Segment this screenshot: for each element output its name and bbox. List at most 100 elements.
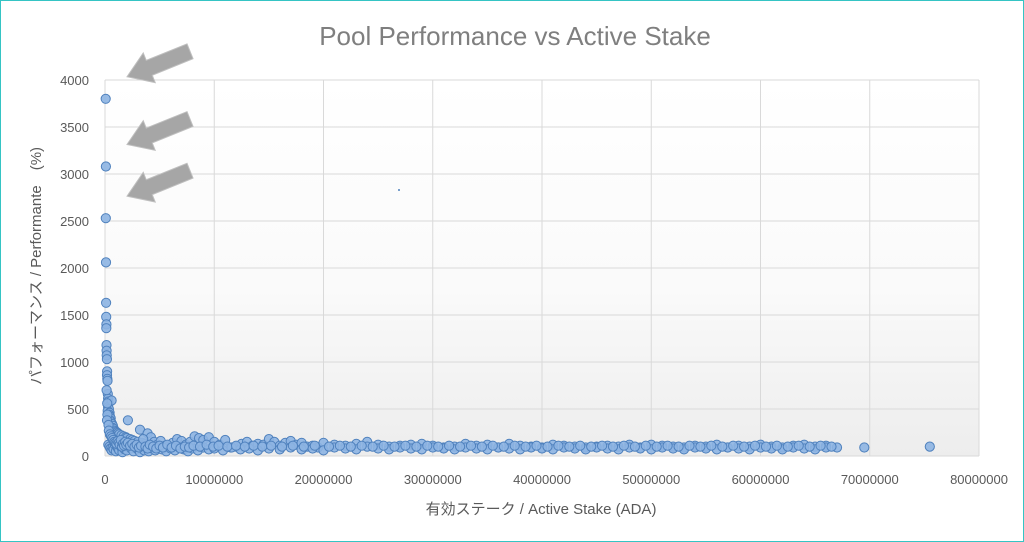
data-point [378, 440, 389, 451]
data-point [102, 398, 113, 409]
data-point [618, 440, 630, 451]
data-point [309, 440, 320, 451]
data-point [859, 442, 870, 453]
arrow-shape [126, 110, 194, 152]
data-point [662, 440, 673, 451]
data-point [433, 441, 444, 452]
data-point [575, 440, 586, 451]
data-point [717, 441, 728, 452]
data-point [222, 441, 233, 452]
data-point [102, 375, 113, 386]
data-point [334, 440, 345, 451]
data-point [564, 441, 575, 452]
data-point [444, 440, 455, 451]
data-point [411, 441, 422, 452]
data-point [400, 440, 411, 451]
data-point [804, 441, 815, 452]
data-point [257, 441, 268, 452]
y-tick-label: 3000 [60, 167, 89, 182]
x-tick-label: 0 [101, 472, 108, 487]
data-point [924, 441, 935, 452]
y-tick-label: 2000 [60, 261, 89, 276]
data-point [101, 385, 112, 396]
y-tick-label: 0 [82, 449, 89, 464]
data-point [100, 257, 112, 268]
y-tick-label: 1000 [60, 355, 89, 370]
data-point [684, 440, 695, 451]
data-point [695, 441, 706, 452]
arrow-shape [126, 43, 194, 84]
data-point [607, 441, 619, 452]
data-point [101, 297, 112, 308]
data-point [422, 440, 433, 451]
data-point [553, 440, 564, 451]
x-tick-label: 80000000 [950, 472, 1008, 487]
data-point [640, 440, 651, 451]
x-tick-label: 30000000 [404, 472, 462, 487]
data-point [476, 441, 487, 452]
data-point [793, 440, 804, 451]
x-axis-title: 有効ステーク / Active Stake (ADA) [426, 501, 657, 518]
y-tick-label: 3500 [60, 120, 89, 135]
data-point [651, 441, 662, 452]
data-point [276, 441, 288, 452]
y-tick-label: 1500 [60, 308, 89, 323]
data-point [287, 440, 298, 451]
annotation-arrow [126, 110, 194, 152]
x-tick-label: 70000000 [841, 472, 899, 487]
data-point [597, 440, 608, 451]
data-point [629, 441, 641, 452]
x-tick-label: 60000000 [732, 472, 790, 487]
data-point [100, 93, 111, 104]
data-point [367, 441, 378, 452]
data-point [760, 441, 772, 452]
y-tick-label: 4000 [60, 73, 89, 88]
data-point [213, 440, 224, 451]
arrow-shape [126, 162, 194, 203]
data-point [345, 441, 356, 452]
data-point [826, 441, 837, 452]
data-points [100, 93, 935, 458]
data-point [323, 441, 335, 452]
stray-dot [398, 189, 400, 191]
data-point [231, 440, 242, 451]
data-point [728, 440, 739, 451]
data-point [266, 440, 277, 451]
data-point [739, 441, 750, 452]
y-tick-label: 2500 [60, 214, 89, 229]
data-point [782, 441, 793, 452]
data-point [520, 441, 531, 452]
annotation-arrow [126, 43, 194, 84]
data-point [100, 213, 111, 224]
x-axis-ticks: 0 10000000 20000000 30000000 40000000 5000000… [101, 472, 1008, 487]
x-tick-label: 20000000 [295, 472, 353, 487]
data-point [706, 440, 717, 451]
data-point [122, 415, 134, 426]
data-point [509, 440, 520, 451]
data-point [239, 441, 250, 452]
gridlines [104, 79, 980, 457]
data-point [673, 441, 684, 452]
data-point [749, 440, 761, 451]
x-tick-label: 40000000 [513, 472, 571, 487]
annotation-arrows [126, 43, 194, 203]
data-point [389, 441, 400, 452]
data-point [586, 441, 597, 452]
data-point [101, 323, 112, 334]
data-point [542, 441, 553, 452]
data-point [455, 441, 466, 452]
data-point [101, 354, 113, 365]
data-point [100, 161, 112, 172]
annotation-arrow [126, 162, 194, 203]
data-point [487, 440, 498, 451]
data-point [771, 440, 783, 451]
y-axis-ticks: 0 500 1000 1500 2000 2500 3000 3500 4000 [60, 73, 89, 464]
y-tick-label: 500 [67, 402, 89, 417]
data-point [531, 440, 542, 451]
chart-title: Pool Performance vs Active Stake [319, 21, 711, 51]
data-point [356, 440, 367, 451]
y-axis-title: パフォーマンス / Performante (%) [28, 147, 45, 385]
data-point [815, 440, 826, 451]
